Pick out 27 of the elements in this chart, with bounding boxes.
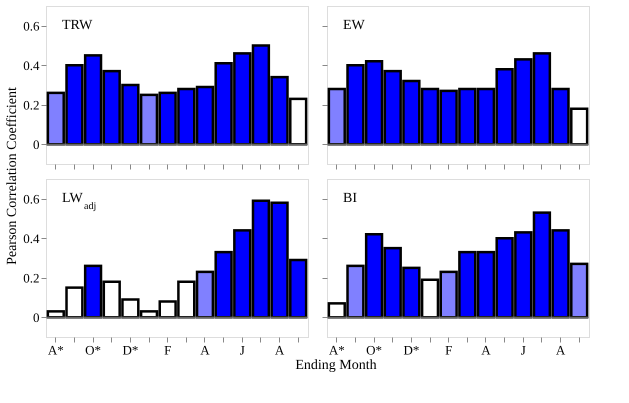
text: EW xyxy=(343,18,366,33)
y-tick-label: 0.6 xyxy=(23,18,40,34)
x-tick-label: A xyxy=(200,342,210,358)
x-tick-label: A xyxy=(481,342,492,358)
y-tick-label: 0.4 xyxy=(23,58,40,73)
x-tick-label: O* xyxy=(85,342,102,358)
x-tick-label: D* xyxy=(122,342,138,358)
y-tick-label: 0.2 xyxy=(23,270,40,286)
x-tick-label: F xyxy=(445,342,452,358)
x-tick-label: O* xyxy=(366,342,382,358)
x-tick-label: J xyxy=(240,342,245,358)
x-tick-label: F xyxy=(164,342,172,358)
x-tick-label: J xyxy=(520,342,526,358)
x-tick-label: A xyxy=(556,342,566,358)
x-axis-title: Ending Month xyxy=(295,358,377,373)
y-tick-label: 0.2 xyxy=(23,97,40,112)
text: TRW xyxy=(62,18,94,33)
y-tick-label: 0.4 xyxy=(23,230,40,246)
y-axis-title: Pearson Correlation Coefficient xyxy=(5,86,20,265)
x-tick-label: A* xyxy=(328,342,345,358)
x-tick-label: A* xyxy=(48,342,64,358)
x-tick-label: A xyxy=(274,342,285,358)
y-tick-label: 0 xyxy=(33,136,40,152)
text: BI xyxy=(343,191,358,206)
x-tick-label: D* xyxy=(403,342,420,358)
y-tick-label: 0 xyxy=(33,310,40,325)
y-tick-label: 0.6 xyxy=(23,191,40,206)
